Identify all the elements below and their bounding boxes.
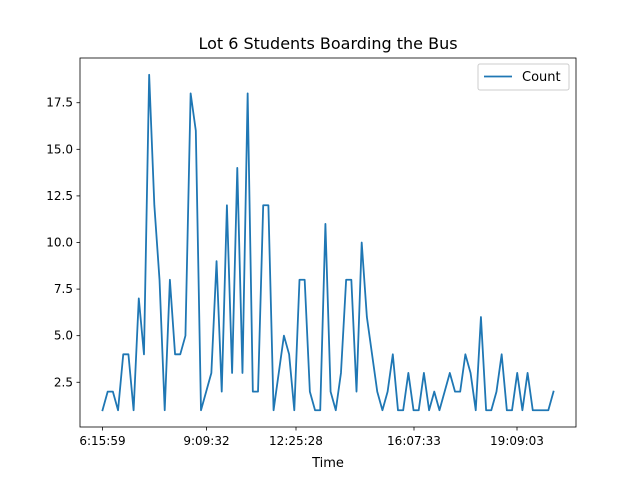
x-axis: 6:15:59 9:09:32 12:25:28 16:07:33 19:09:03 [79,427,544,448]
x-tick-label: 19:09:03 [490,434,544,448]
legend-label-count: Count [522,70,561,85]
chart-title: Lot 6 Students Boarding the Bus [198,34,457,53]
legend-box [477,63,570,91]
y-tick-label: 10.0 [46,236,73,250]
x-axis-label: Time [311,456,344,471]
y-tick-label: 7.5 [54,282,73,296]
x-tick-label: 6:15:59 [79,434,125,448]
legend: Count [477,63,570,91]
y-tick-label: 2.5 [54,375,73,389]
y-tick-label: 17.5 [46,96,73,110]
x-tick-label: 9:09:32 [183,434,229,448]
y-tick-label: 5.0 [54,329,73,343]
y-tick-label: 12.5 [46,189,73,203]
series-line-count [101,73,555,412]
x-tick-label: 12:25:28 [269,434,323,448]
x-tick-label: 16:07:33 [387,434,441,448]
y-axis: 2.5 5.0 7.5 10.0 12.5 15.0 17.5 [46,96,80,389]
y-tick-label: 15.0 [46,142,73,156]
